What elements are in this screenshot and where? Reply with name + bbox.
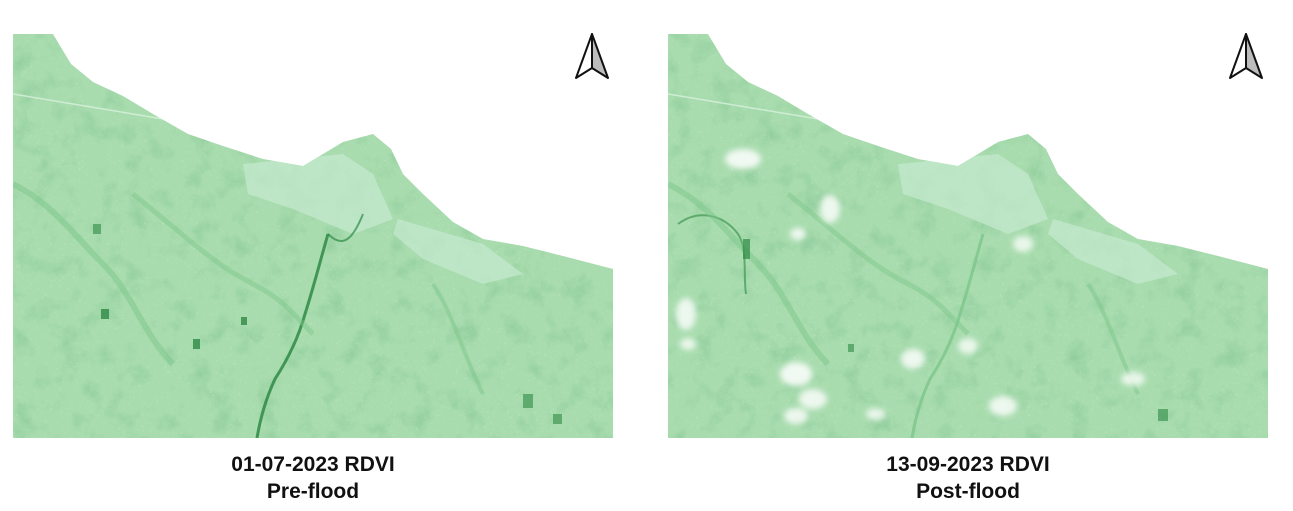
caption-pre-flood: 01-07-2023 RDVI Pre-flood	[13, 451, 613, 505]
cloud-cover	[676, 149, 1145, 424]
rdvi-map-post-flood	[668, 34, 1268, 438]
urban-area	[1048, 219, 1178, 284]
north-arrow-icon	[1226, 32, 1266, 82]
river	[255, 233, 330, 438]
rdvi-map-pre-flood	[13, 34, 613, 438]
north-arrow-icon	[572, 32, 612, 82]
urban-area	[393, 219, 523, 284]
map-panel-pre-flood	[13, 34, 613, 438]
map-panel-post-flood	[668, 34, 1268, 438]
phase-label: Post-flood	[916, 480, 1020, 503]
caption-post-flood: 13-09-2023 RDVI Post-flood	[668, 451, 1268, 505]
urban-area	[898, 154, 1048, 234]
date-label: 01-07-2023 RDVI	[231, 453, 395, 476]
phase-label: Pre-flood	[266, 480, 360, 503]
urban-area	[243, 154, 393, 234]
river	[910, 233, 985, 438]
date-label: 13-09-2023 RDVI	[886, 453, 1050, 476]
